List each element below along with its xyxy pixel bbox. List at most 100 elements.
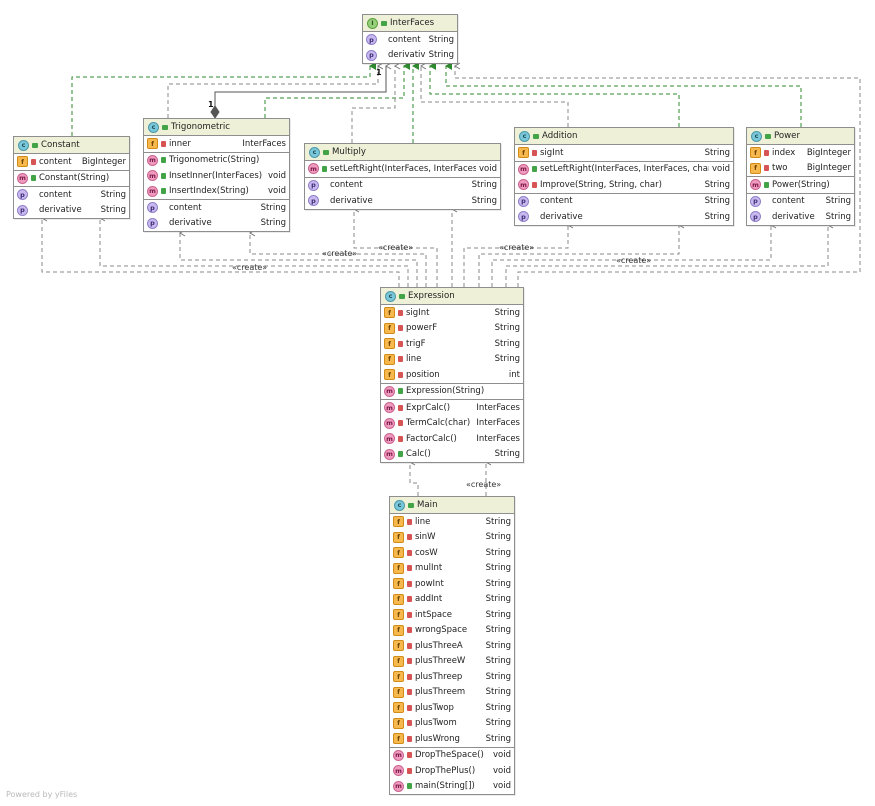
member-row[interactable]: f plusTwop String xyxy=(390,700,514,716)
member-row[interactable]: p content String xyxy=(305,178,500,194)
class-expression[interactable]: c Expression f sigInt String f powerF String f tr… xyxy=(380,287,524,463)
member-row[interactable]: f two BigInteger xyxy=(747,161,854,177)
member-name: ExprCalc() xyxy=(406,402,451,413)
member-row[interactable]: f plusThreep String xyxy=(390,669,514,685)
member-row[interactable]: f cosW String xyxy=(390,545,514,561)
public-visibility-icon xyxy=(764,181,769,188)
member-row[interactable]: m Expression(String) xyxy=(381,384,523,400)
member-row[interactable]: f trigF String xyxy=(381,336,523,352)
field-icon: f xyxy=(518,147,529,159)
field-icon: f xyxy=(393,671,404,683)
class-multiply[interactable]: c Multiply m setLeftRight(InterFaces, Inter… xyxy=(304,143,501,210)
class-name: Constant xyxy=(41,140,80,150)
class-interfaces[interactable]: I InterFaces p content String p derivativeStri… xyxy=(362,14,458,64)
member-row[interactable]: f line String xyxy=(390,514,514,530)
field-icon: f xyxy=(147,138,158,150)
field-icon: f xyxy=(393,547,404,559)
class-addition[interactable]: c Addition f sigInt String m setLeftRight(Inte… xyxy=(514,127,734,226)
member-name: derivative xyxy=(540,211,583,222)
member-row[interactable]: m setLeftRight(InterFaces, InterFaces, ch… xyxy=(515,162,733,178)
member-row[interactable]: p content String xyxy=(14,187,129,203)
member-row[interactable]: m Calc() String xyxy=(381,447,523,463)
member-row[interactable]: f powInt String xyxy=(390,576,514,592)
member-row[interactable]: f plusWrong String xyxy=(390,731,514,747)
private-lock-icon xyxy=(407,611,412,618)
class-section: f sigInt String f powerF String f trigF String f l… xyxy=(381,305,523,384)
member-row[interactable]: p content String xyxy=(144,200,289,216)
member-row[interactable]: f line String xyxy=(381,352,523,368)
class-main[interactable]: c Main f line String f sinW String f cosW String f m… xyxy=(389,496,515,795)
member-row[interactable]: f plusThreem String xyxy=(390,685,514,701)
interface-icon: I xyxy=(367,17,378,29)
member-row[interactable]: f index BigInteger xyxy=(747,145,854,161)
member-row[interactable]: m DropThePlus() void xyxy=(390,763,514,779)
member-row[interactable]: m main(String[]) void xyxy=(390,779,514,795)
private-lock-icon xyxy=(407,704,412,711)
member-row[interactable]: f intSpace String xyxy=(390,607,514,623)
member-row[interactable]: m FactorCalc() InterFaces xyxy=(381,431,523,447)
private-lock-icon xyxy=(407,658,412,665)
member-row[interactable]: f plusThreeA String xyxy=(390,638,514,654)
member-row[interactable]: f content BigInteger xyxy=(14,154,129,170)
member-row[interactable]: p content String xyxy=(747,194,854,210)
member-type: String xyxy=(704,179,730,190)
member-row[interactable]: f powerF String xyxy=(381,321,523,337)
private-lock-icon xyxy=(407,689,412,696)
member-type: InterFaces xyxy=(476,402,520,413)
member-name: addInt xyxy=(415,594,443,605)
class-trigonometric[interactable]: c Trigonometric f inner InterFaces m Trigonome… xyxy=(143,118,290,232)
member-row[interactable]: m DropTheSpace() void xyxy=(390,748,514,764)
property-icon: p xyxy=(750,211,761,223)
member-row[interactable]: f sigInt String xyxy=(381,305,523,321)
member-row[interactable]: m setLeftRight(InterFaces, InterFaces) voi… xyxy=(305,161,500,177)
member-row[interactable]: f addInt String xyxy=(390,592,514,608)
class-header: c Multiply xyxy=(305,144,500,161)
member-type: String xyxy=(260,202,286,213)
member-row[interactable]: p content String xyxy=(515,194,733,210)
member-row[interactable]: f wrongSpace String xyxy=(390,623,514,639)
class-header: c Trigonometric xyxy=(144,119,289,136)
member-row[interactable]: m Constant(String) xyxy=(14,171,129,187)
member-name: powInt xyxy=(415,578,444,589)
member-type: String xyxy=(485,516,511,527)
member-row[interactable]: m Improve(String, String, char) String xyxy=(515,177,733,193)
member-row[interactable]: m InsetInner(InterFaces) void xyxy=(144,168,289,184)
private-lock-icon xyxy=(398,404,403,411)
member-row[interactable]: f sigInt String xyxy=(515,145,733,161)
private-lock-icon xyxy=(398,420,403,427)
member-row[interactable]: f mulInt String xyxy=(390,561,514,577)
member-name: Trigonometric(String) xyxy=(169,155,260,166)
member-row[interactable]: f position int xyxy=(381,367,523,383)
member-row[interactable]: m Trigonometric(String) xyxy=(144,153,289,169)
member-type: String xyxy=(704,211,730,222)
field-icon: f xyxy=(393,609,404,621)
member-type: void xyxy=(493,750,511,761)
member-row[interactable]: m TermCalc(char) InterFaces xyxy=(381,416,523,432)
class-section: m setLeftRight(InterFaces, InterFaces, ch… xyxy=(515,162,733,194)
trigonometric-realizes-interfaces xyxy=(264,62,410,118)
member-row[interactable]: m Power(String) xyxy=(747,177,854,193)
no-visibility-icon xyxy=(764,214,769,220)
class-constant[interactable]: c Constant f content BigInteger m Constant(Str… xyxy=(13,136,130,219)
member-row[interactable]: m ExprCalc() InterFaces xyxy=(381,400,523,416)
field-icon: f xyxy=(393,702,404,714)
member-row[interactable]: f plusThreeW String xyxy=(390,654,514,670)
class-header: I InterFaces xyxy=(363,15,457,32)
member-row[interactable]: f sinW String xyxy=(390,530,514,546)
method-icon: m xyxy=(147,170,158,182)
member-row[interactable]: p content String xyxy=(363,32,457,48)
property-icon: p xyxy=(308,179,319,191)
class-section: m Constant(String) xyxy=(14,171,129,187)
member-name: plusThreeW xyxy=(415,656,466,667)
member-row[interactable]: m InsertIndex(String) void xyxy=(144,184,289,200)
member-name: DropThePlus() xyxy=(415,765,476,776)
member-row[interactable]: f plusTwom String xyxy=(390,716,514,732)
class-power[interactable]: c Power f index BigInteger f two BigInteger m Pow… xyxy=(746,127,855,226)
member-row[interactable]: f inner InterFaces xyxy=(144,136,289,152)
